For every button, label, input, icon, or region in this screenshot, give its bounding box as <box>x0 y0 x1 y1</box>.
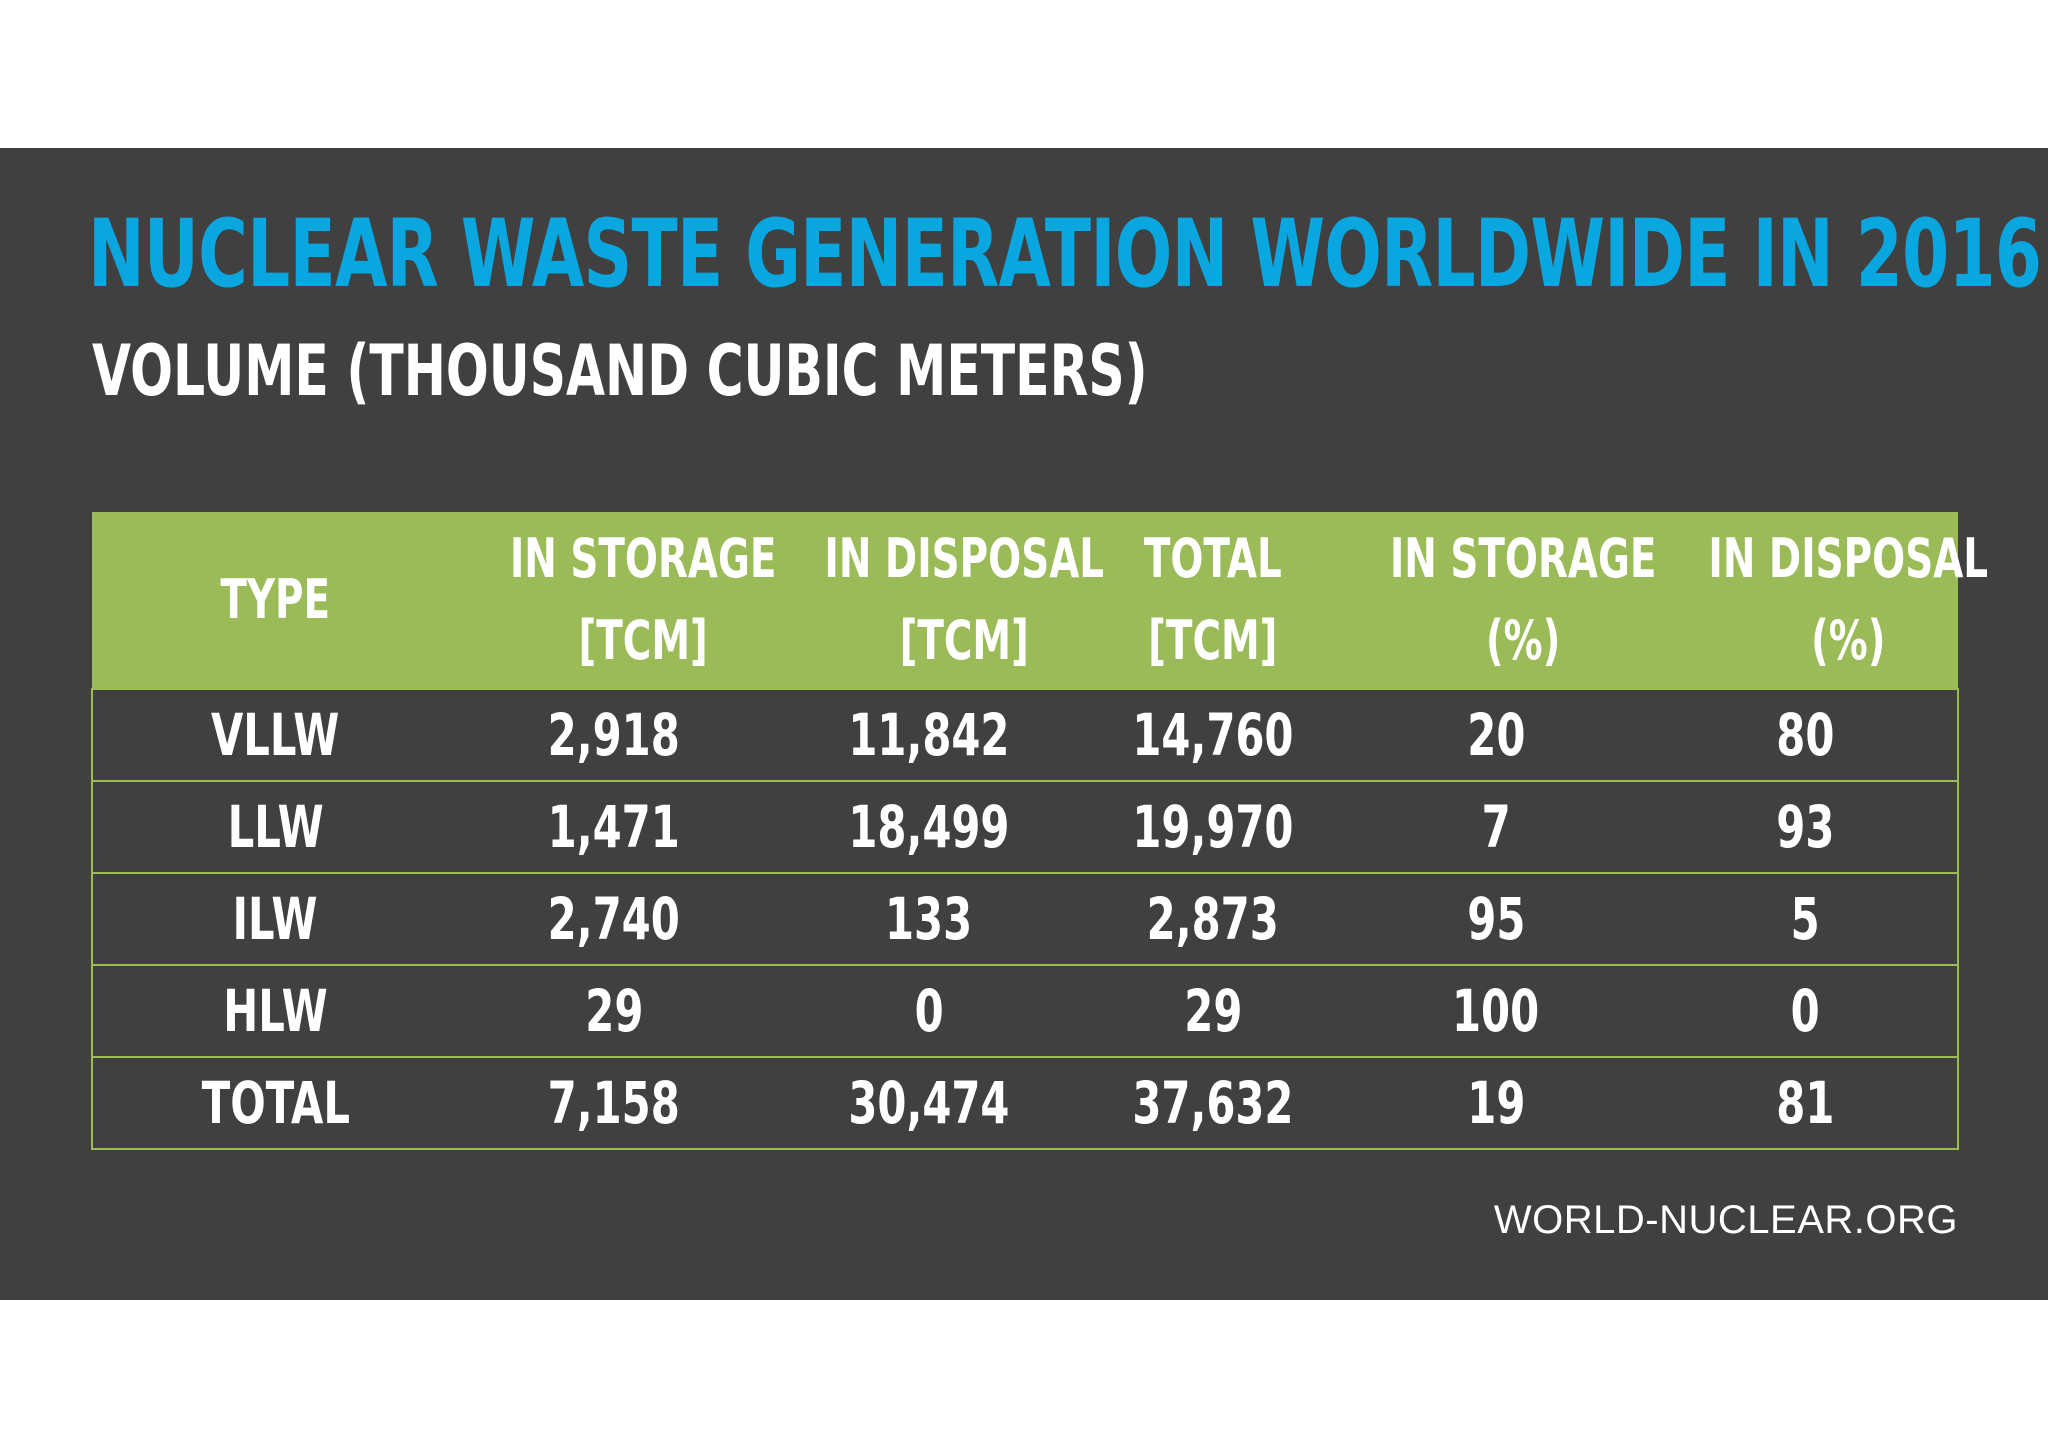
cell-disposal-tcm: 18,499 <box>770 780 1088 873</box>
cell-storage-tcm: 1,471 <box>458 780 770 873</box>
header-label: IN DISPOSAL <box>824 527 1105 590</box>
header-type-label: TYPE <box>220 568 330 631</box>
cell-disposal-pct: 93 <box>1654 780 1959 873</box>
chart-subtitle: VOLUME (THOUSAND CUBIC METERS) <box>92 330 1148 412</box>
cell-disposal-tcm: 0 <box>770 964 1088 1057</box>
cell-disposal-pct: 80 <box>1654 688 1959 781</box>
cell-total-tcm: 37,632 <box>1088 1056 1338 1150</box>
infographic-panel: NUCLEAR WASTE GENERATION WORLDWIDE IN 20… <box>0 148 2048 1300</box>
header-label: IN STORAGE <box>1389 527 1657 590</box>
table-row-llw: LLW 1,471 18,499 19,970 7 93 <box>91 780 1959 873</box>
cell-storage-pct: 100 <box>1338 964 1654 1057</box>
cell-disposal-pct: 0 <box>1654 964 1959 1057</box>
cell-value: TOTAL <box>201 1069 350 1137</box>
cell-type: ILW <box>91 872 458 965</box>
cell-disposal-tcm: 133 <box>770 872 1088 965</box>
cell-value: 7 <box>1481 793 1511 861</box>
cell-value: 93 <box>1776 793 1835 861</box>
header-total-tcm: TOTAL [TCM] <box>1088 512 1338 689</box>
cell-total-tcm: 14,760 <box>1088 688 1338 781</box>
cell-storage-pct: 95 <box>1338 872 1654 965</box>
header-storage-tcm: IN STORAGE [TCM] <box>458 512 776 689</box>
cell-value: 2,873 <box>1146 885 1280 953</box>
cell-value: 2,918 <box>547 701 681 769</box>
cell-disposal-tcm: 11,842 <box>770 688 1088 781</box>
waste-table: TYPE IN STORAGE [TCM] IN DISPOSAL [TCM] <box>91 512 1988 1150</box>
cell-value: 37,632 <box>1132 1069 1294 1137</box>
cell-value: 20 <box>1466 701 1526 769</box>
cell-disposal-pct: 81 <box>1654 1056 1959 1150</box>
cell-value: 5 <box>1790 885 1821 953</box>
cell-value: 19 <box>1466 1069 1526 1137</box>
cell-storage-pct: 20 <box>1338 688 1654 781</box>
header-type: TYPE <box>92 512 458 689</box>
cell-value: 2,740 <box>547 885 681 953</box>
cell-total-tcm: 19,970 <box>1088 780 1338 873</box>
header-label: IN STORAGE <box>509 527 777 590</box>
source-credit: WORLD-NUCLEAR.ORG <box>1493 1198 1958 1242</box>
cell-value: ILW <box>233 885 318 953</box>
cell-value: 81 <box>1776 1069 1835 1137</box>
cell-value: 29 <box>1183 977 1243 1045</box>
table-header-row: TYPE IN STORAGE [TCM] IN DISPOSAL [TCM] <box>92 512 1988 689</box>
cell-type: VLLW <box>91 688 458 781</box>
cell-value: 19,970 <box>1132 793 1294 861</box>
header-label: IN DISPOSAL <box>1708 527 1989 590</box>
cell-value: 0 <box>1790 977 1821 1045</box>
table-row-vllw: VLLW 2,918 11,842 14,760 20 80 <box>91 688 1959 781</box>
cell-disposal-pct: 5 <box>1654 872 1959 965</box>
cell-value: HLW <box>223 977 328 1045</box>
cell-total-tcm: 2,873 <box>1088 872 1338 965</box>
header-disposal-pct: IN DISPOSAL (%) <box>1654 512 1988 689</box>
cell-value: 133 <box>885 885 973 953</box>
cell-total-tcm: 29 <box>1088 964 1338 1057</box>
table-row-ilw: ILW 2,740 133 2,873 95 5 <box>91 872 1959 965</box>
cell-value: 30,474 <box>848 1069 1010 1137</box>
table-row-hlw: HLW 29 0 29 100 0 <box>91 964 1959 1057</box>
cell-storage-tcm: 2,740 <box>458 872 770 965</box>
cell-value: VLLW <box>211 701 340 769</box>
header-unit: [TCM] <box>899 609 1029 672</box>
cell-type: LLW <box>91 780 458 873</box>
cell-type: HLW <box>91 964 458 1057</box>
cell-value: 95 <box>1466 885 1526 953</box>
table-row-total: TOTAL 7,158 30,474 37,632 19 81 <box>91 1056 1959 1150</box>
cell-value: 14,760 <box>1132 701 1294 769</box>
header-unit: [TCM] <box>1148 609 1278 672</box>
cell-disposal-tcm: 30,474 <box>770 1056 1088 1150</box>
header-disposal-tcm: IN DISPOSAL [TCM] <box>770 512 1104 689</box>
cell-value: 11,842 <box>848 701 1010 769</box>
header-unit: (%) <box>1485 609 1561 672</box>
chart-title: NUCLEAR WASTE GENERATION WORLDWIDE IN 20… <box>88 200 2042 309</box>
cell-value: 7,158 <box>547 1069 681 1137</box>
cell-storage-tcm: 2,918 <box>458 688 770 781</box>
cell-value: 1,471 <box>547 793 681 861</box>
cell-storage-tcm: 29 <box>458 964 770 1057</box>
cell-value: 80 <box>1776 701 1835 769</box>
cell-storage-tcm: 7,158 <box>458 1056 770 1150</box>
header-label: TOTAL <box>1144 527 1282 590</box>
cell-value: 29 <box>584 977 644 1045</box>
cell-value: 0 <box>914 977 944 1045</box>
cell-type: TOTAL <box>91 1056 458 1150</box>
header-unit: (%) <box>1810 609 1886 672</box>
cell-value: LLW <box>227 793 324 861</box>
header-storage-pct: IN STORAGE (%) <box>1338 512 1657 689</box>
cell-value: 100 <box>1452 977 1540 1045</box>
header-unit: [TCM] <box>578 609 708 672</box>
cell-value: 18,499 <box>848 793 1010 861</box>
cell-storage-pct: 7 <box>1338 780 1654 873</box>
cell-storage-pct: 19 <box>1338 1056 1654 1150</box>
